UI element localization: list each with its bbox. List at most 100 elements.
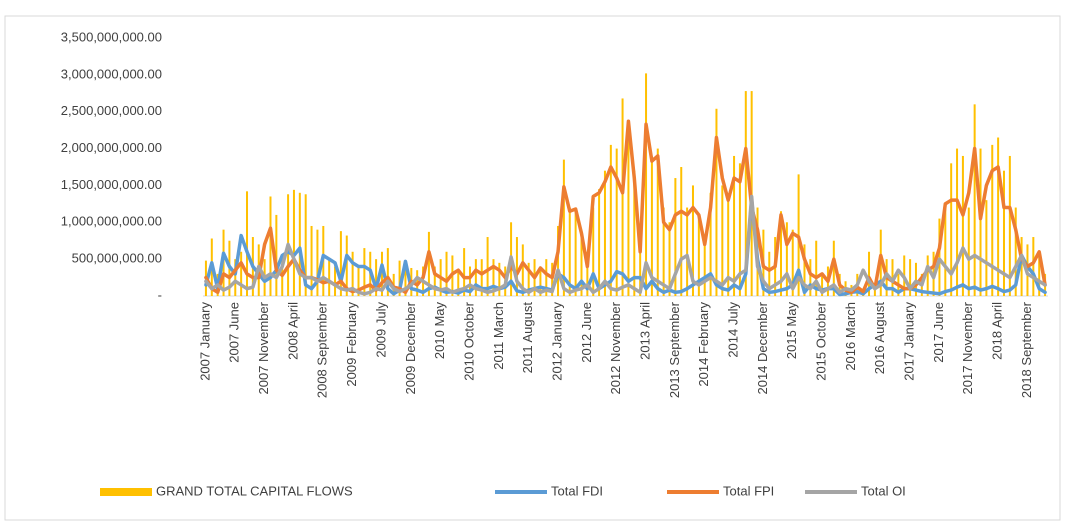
bar [668, 222, 671, 296]
bar [815, 240, 818, 296]
x-tick-label: 2011 March [491, 302, 506, 370]
x-tick-label: 2012 June [579, 302, 594, 363]
legend-label: Total FDI [551, 483, 603, 498]
bar [650, 155, 653, 296]
bar [662, 207, 665, 296]
bar [1014, 207, 1017, 296]
bar [615, 148, 618, 296]
legend-swatch [100, 488, 152, 496]
bar [868, 251, 871, 296]
bar [298, 192, 301, 296]
bar [979, 148, 982, 296]
bar [445, 251, 448, 296]
bar [375, 259, 378, 296]
bar [985, 200, 988, 296]
bar [639, 237, 642, 296]
bar [574, 207, 577, 296]
bar [809, 259, 812, 296]
x-tick-label: 2017 June [931, 302, 946, 363]
x-tick-label: 2014 December [755, 301, 770, 394]
bar [357, 266, 360, 296]
bar [697, 214, 700, 296]
x-tick-label: 2017 November [960, 301, 975, 394]
bar [427, 231, 430, 296]
bar [627, 130, 630, 296]
bar [832, 240, 835, 296]
x-tick-label: 2012 November [608, 301, 623, 394]
y-tick-label: 500,000,000.00 [72, 251, 162, 266]
y-tick-label: 2,000,000,000.00 [61, 140, 162, 155]
bar [468, 266, 471, 296]
bar [621, 98, 624, 297]
bar [973, 104, 976, 296]
bar [486, 237, 489, 296]
bar [1002, 170, 1005, 296]
x-tick-label: 2007 June [227, 302, 242, 363]
bar [240, 251, 243, 296]
bar [545, 259, 548, 296]
x-tick-label: 2014 February [696, 302, 711, 387]
bar [733, 155, 736, 296]
bar [351, 251, 354, 296]
bar [398, 260, 401, 296]
bar [1020, 237, 1023, 296]
x-tick-label: 2007 November [256, 301, 271, 394]
bar [562, 159, 565, 296]
bar [474, 259, 477, 296]
bar [768, 251, 771, 296]
bar [433, 266, 436, 296]
bar [527, 262, 530, 296]
bar [873, 284, 876, 296]
bar [328, 259, 331, 296]
bar [821, 273, 824, 296]
y-tick-label: 1,500,000,000.00 [61, 177, 162, 192]
bar [633, 170, 636, 296]
bar [938, 218, 941, 296]
bar [246, 191, 249, 296]
x-tick-label: 2015 May [784, 302, 799, 360]
bar [738, 163, 741, 296]
y-tick-label: 3,500,000,000.00 [61, 29, 162, 44]
bar [909, 259, 912, 296]
bar [386, 248, 389, 296]
x-tick-label: 2011 August [520, 302, 535, 374]
bar [680, 167, 683, 296]
x-tick-label: 2018 September [1019, 301, 1034, 398]
y-tick-label: 1,000,000,000.00 [61, 214, 162, 229]
legend-label: Total FPI [723, 483, 774, 498]
bar [956, 148, 959, 296]
bar [997, 137, 1000, 296]
bar [457, 270, 460, 296]
legend-label: GRAND TOTAL CAPITAL FLOWS [156, 483, 353, 498]
x-tick-label: 2009 December [403, 301, 418, 394]
x-tick-label: 2010 October [461, 301, 476, 380]
x-tick-label: 2008 September [315, 301, 330, 398]
bar [944, 207, 947, 296]
bar [609, 144, 612, 296]
bar [991, 144, 994, 296]
x-tick-label: 2010 May [432, 302, 447, 360]
bar [950, 163, 953, 296]
bar [480, 259, 483, 296]
bar [598, 189, 601, 296]
bar [1032, 237, 1035, 296]
bar [914, 262, 917, 296]
bar [603, 170, 606, 296]
y-tick-label: 2,500,000,000.00 [61, 103, 162, 118]
bar [709, 192, 712, 296]
bar [727, 200, 730, 296]
bar [780, 211, 783, 296]
x-tick-label: 2012 January [549, 302, 564, 381]
x-tick-label: 2017 January [902, 302, 917, 381]
bar [568, 207, 571, 296]
x-tick-label: 2015 October [814, 301, 829, 380]
bar [715, 108, 718, 296]
bar [557, 225, 560, 296]
bar [281, 259, 284, 296]
y-tick-label: - [158, 287, 162, 302]
bar [961, 155, 964, 296]
bar [703, 237, 706, 296]
bar [292, 189, 295, 296]
bar [785, 222, 788, 296]
bar [380, 251, 383, 296]
